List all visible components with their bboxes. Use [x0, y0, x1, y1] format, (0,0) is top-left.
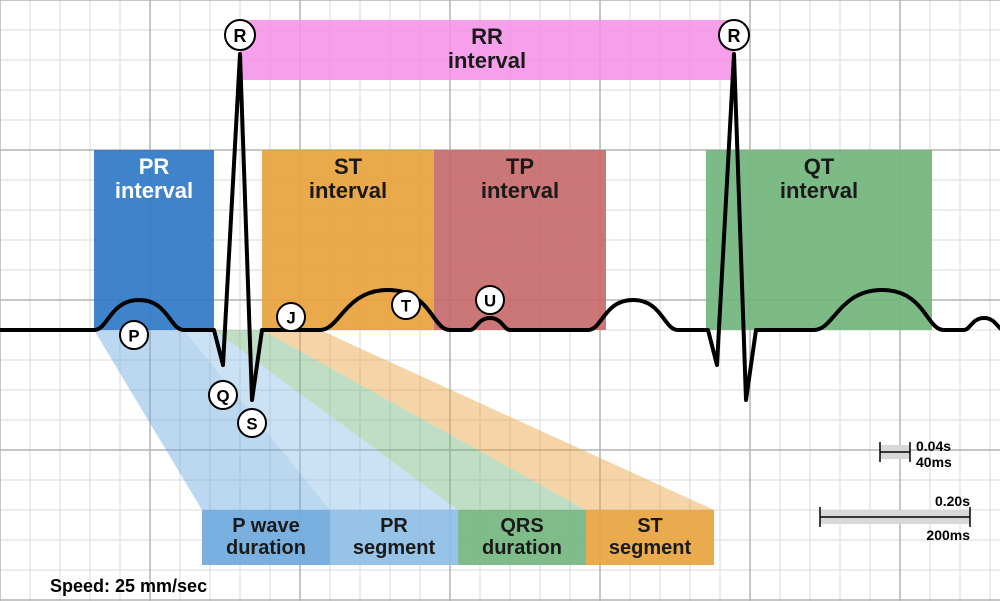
scale-large-line2: 200ms [926, 527, 970, 543]
segment-prseg-label2: segment [353, 537, 436, 559]
segment-pwave-label2: duration [226, 537, 306, 559]
segment-qrs-label2: duration [482, 537, 562, 559]
interval-rr-label1: RR [471, 24, 503, 49]
interval-tp-label1: TP [506, 154, 534, 179]
interval-qt-label1: QT [804, 154, 835, 179]
segment-prseg-label1: PR [380, 515, 408, 537]
marker-U: U [476, 286, 504, 314]
svg-text:T: T [401, 297, 412, 316]
segment-qrs-label1: QRS [500, 515, 543, 537]
svg-text:S: S [246, 415, 257, 434]
scale-small-line1: 0.04s [916, 438, 951, 454]
interval-boxes: RRintervalPRintervalSTintervalTPinterval… [94, 20, 932, 330]
interval-pr-label2: interval [115, 178, 193, 203]
svg-text:R: R [234, 26, 247, 46]
scale-large: 0.20s 200ms [820, 493, 970, 543]
speed-label: Speed: 25 mm/sec [50, 576, 207, 596]
interval-st-label1: ST [334, 154, 363, 179]
segment-pwave-label1: P wave [232, 515, 299, 537]
interval-st-label2: interval [309, 178, 387, 203]
svg-text:Q: Q [216, 387, 229, 406]
svg-text:J: J [286, 309, 295, 328]
interval-rr-label2: interval [448, 48, 526, 73]
svg-text:U: U [484, 292, 496, 311]
svg-text:P: P [128, 327, 139, 346]
scale-small-line2: 40ms [916, 454, 952, 470]
marker-S: S [238, 409, 266, 437]
interval-pr-label1: PR [139, 154, 170, 179]
marker-T: T [392, 291, 420, 319]
svg-text:R: R [728, 26, 741, 46]
scale-small: 0.04s40ms [880, 438, 952, 470]
diagram-svg: RRintervalPRintervalSTintervalTPinterval… [0, 0, 1000, 601]
marker-J: J [277, 303, 305, 331]
segment-row: P wavedurationPRsegmentQRSdurationSTsegm… [202, 510, 714, 565]
scale-large-line1: 0.20s [935, 493, 970, 509]
marker-R1: R [225, 20, 255, 50]
ecg-diagram: RRintervalPRintervalSTintervalTPinterval… [0, 0, 1000, 601]
marker-P: P [120, 321, 148, 349]
interval-tp-label2: interval [481, 178, 559, 203]
interval-qt-label2: interval [780, 178, 858, 203]
marker-Q: Q [209, 381, 237, 409]
marker-R2: R [719, 20, 749, 50]
segment-stseg-label1: ST [637, 515, 663, 537]
segment-stseg-label2: segment [609, 537, 692, 559]
